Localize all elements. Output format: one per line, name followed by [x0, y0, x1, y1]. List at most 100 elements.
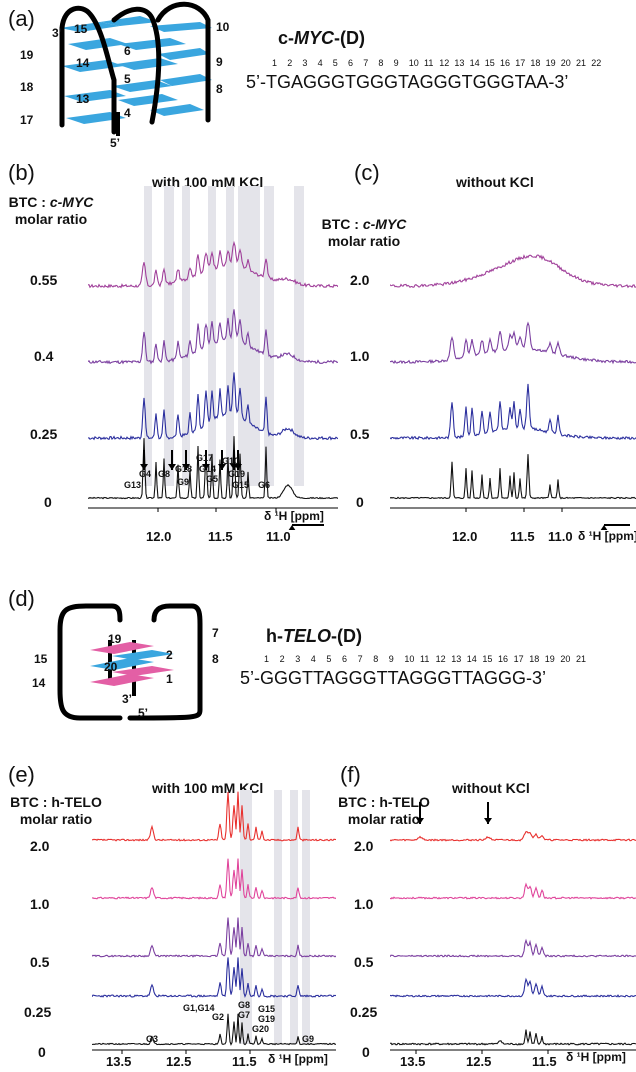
panel-e-letter: (e) — [8, 762, 35, 787]
panel-b-peak-G5: G5 — [206, 474, 219, 484]
panel-b-peak-arrow-0-head — [140, 464, 148, 470]
seq-number: 9 — [388, 654, 394, 664]
panel-c-spectra — [390, 254, 636, 530]
c-myc-topology-diagram — [59, 1, 212, 136]
seq-number: 4 — [317, 58, 323, 68]
panel-c-ratio-1: 1.0 — [350, 348, 370, 364]
c-myc-title: c-MYC-(D) — [278, 28, 365, 49]
seq-number: 16 — [500, 58, 511, 68]
c-myc-label-17: 17 — [20, 113, 34, 127]
h-telo-title-prefix: h- — [266, 626, 283, 646]
panel-e-ratio-0: 2.0 — [30, 838, 50, 854]
panel-e-peak-G1G14: G1,G14 — [183, 1003, 215, 1013]
seq-number: 18 — [529, 654, 540, 664]
h-telo-title: h-TELO-(D) — [266, 626, 362, 647]
seq-number: 4 — [310, 654, 316, 664]
seq-number: 13 — [454, 58, 465, 68]
panel-b-shade — [164, 186, 174, 486]
h-telo-title-suffix: -(D) — [331, 626, 362, 646]
panel-b-peak-G6: G6 — [258, 480, 271, 490]
h-telo-strands — [57, 603, 203, 721]
seq-number: 19 — [545, 58, 556, 68]
seq-number: 8 — [373, 654, 379, 664]
seq-number: 1 — [264, 654, 270, 664]
panel-f-letter: (f) — [340, 762, 361, 787]
h-telo-label-20: 20 — [104, 660, 118, 674]
panel-c-direction-arrow-head — [600, 525, 608, 530]
panel-b-shade — [144, 186, 152, 486]
seq-number: 7 — [363, 58, 369, 68]
seq-number: 15 — [482, 654, 493, 664]
panel-f-spectra — [390, 802, 636, 1054]
panel-e-ratio-1: 1.0 — [30, 896, 50, 912]
c-myc-label-18: 18 — [20, 80, 34, 94]
panel-c-tick-2: 11.0 — [548, 529, 573, 544]
c-myc-sequence: 5’-TGAGGGTGGGTAGGGTGGGTAA-3’ — [246, 72, 569, 92]
seq-number: 3 — [295, 654, 301, 664]
panel-b-peak-G19: G19 — [228, 469, 246, 479]
panel-b-condition: with 100 mM KCl — [152, 174, 264, 190]
panel-b-spectra — [88, 186, 338, 530]
panel-b-ratio-header: BTC : c-MYC molar ratio — [6, 194, 96, 228]
panel-e-ratio-header-2: molar ratio — [19, 811, 93, 827]
panel-f-ratio-1: 1.0 — [354, 896, 374, 912]
c-myc-label-4: 4 — [124, 106, 131, 120]
panel-b-peak-G17: G17 — [196, 453, 214, 463]
panel-f-condition: without KCl — [452, 780, 530, 796]
panel-c-letter: (c) — [354, 160, 380, 185]
h-telo-label-1: 1 — [166, 672, 173, 686]
panel-e-peak-G19: G19 — [258, 1014, 276, 1024]
seq-number: 18 — [530, 58, 541, 68]
panel-e-peak-G7: G7 — [238, 1010, 251, 1020]
panel-f-marker-arrow-2-head — [484, 818, 492, 824]
panel-b-peak-G15: G15 — [232, 480, 250, 490]
panel-f-tick-2: 11.5 — [532, 1054, 557, 1069]
h-telo-label-8: 8 — [212, 652, 219, 666]
c-myc-title-prefix: c- — [278, 28, 295, 48]
panel-b-ratio-2: 0.25 — [30, 426, 58, 442]
c-myc-label-15: 15 — [74, 22, 88, 36]
panel-b-shade — [182, 186, 190, 486]
panel-f-trace-05 — [390, 938, 636, 958]
panel-f-trace-0 — [390, 1029, 636, 1046]
panel-b-ratio-3: 0 — [44, 494, 52, 510]
panel-c-ratio-header-1b: c-MYC — [362, 216, 407, 232]
panel-c-ratio-2: 0.5 — [350, 426, 370, 442]
panel-e-shade — [240, 790, 246, 1044]
panel-f-trace-20 — [390, 831, 636, 842]
seq-number: 15 — [484, 58, 495, 68]
panel-e-condition: with 100 mM KCl — [152, 780, 264, 796]
panel-f-ratio-4: 0 — [362, 1044, 370, 1060]
seq-number: 5 — [332, 58, 338, 68]
panel-b-ratio-header-1a: BTC : — [8, 194, 50, 210]
panel-c-trace-20 — [390, 254, 636, 289]
panel-f-ratio-header-1: BTC : h-TELO — [338, 794, 430, 810]
panel-e-ratio-4: 0 — [38, 1044, 46, 1060]
seq-number: 1 — [272, 58, 278, 68]
panel-e-shade — [274, 790, 282, 1044]
seq-number: 10 — [404, 654, 415, 664]
panel-c-ratio-header-1a: BTC : — [321, 216, 363, 232]
panel-b-trace-025 — [88, 372, 338, 441]
panel-e-trace-10 — [92, 858, 336, 900]
h-telo-label-3prime: 3’ — [122, 692, 133, 706]
panel-e-peak-G2: G2 — [212, 1012, 225, 1022]
panel-e-peak-G3: G3 — [146, 1034, 159, 1044]
panel-e-trace-0 — [92, 1013, 336, 1046]
seq-number: 2 — [287, 58, 293, 68]
panel-c-ratio-header-2: molar ratio — [327, 233, 401, 249]
c-myc-label-14: 14 — [76, 56, 90, 70]
panel-f-tick-0: 13.5 — [400, 1054, 426, 1069]
c-myc-title-italic: MYC — [294, 28, 335, 48]
panel-e-trace-20 — [92, 791, 336, 842]
seq-number: 20 — [560, 654, 571, 664]
c-myc-label-19: 19 — [20, 48, 34, 62]
seq-number: 11 — [420, 654, 430, 664]
panel-f-ratio-header-2: molar ratio — [347, 811, 421, 827]
panel-e-shade — [246, 790, 252, 1044]
panel-b-shade — [208, 186, 216, 486]
panel-c-ratio-0: 2.0 — [350, 272, 370, 288]
seq-number: 7 — [357, 654, 363, 664]
panel-c-condition: without KCl — [456, 174, 534, 190]
